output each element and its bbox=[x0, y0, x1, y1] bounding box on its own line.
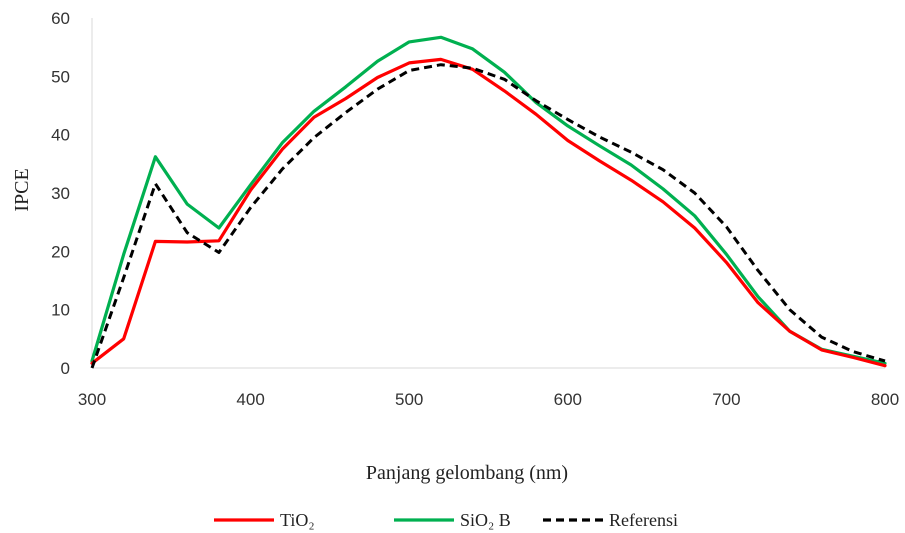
legend-label-2: Referensi bbox=[609, 510, 678, 530]
series-line-0 bbox=[90, 57, 887, 368]
y-tick-label: 10 bbox=[51, 301, 70, 320]
y-axis-ticks: 0 10 20 30 40 50 60 bbox=[51, 9, 70, 378]
x-tick-label: 700 bbox=[712, 390, 740, 409]
y-axis-title: IPCE bbox=[11, 168, 33, 211]
legend-label-1: SiO₂ B bbox=[460, 510, 511, 530]
y-tick-label: 0 bbox=[61, 359, 70, 378]
x-tick-label: 400 bbox=[236, 390, 264, 409]
series-line-1 bbox=[90, 35, 887, 365]
series-line-2 bbox=[90, 63, 886, 369]
legend-label-0: TiO₂ bbox=[280, 510, 315, 530]
y-tick-label: 30 bbox=[51, 184, 70, 203]
y-tick-label: 60 bbox=[51, 9, 70, 28]
x-tick-label: 600 bbox=[554, 390, 582, 409]
x-tick-label: 500 bbox=[395, 390, 423, 409]
y-tick-label: 40 bbox=[51, 126, 70, 145]
y-tick-label: 20 bbox=[51, 242, 70, 261]
x-axis-title: Panjang gelombang (nm) bbox=[366, 462, 568, 484]
x-axis-ticks: 300 400 500 600 700 800 bbox=[78, 390, 899, 409]
legend: TiO₂ SiO₂ B Referensi bbox=[214, 510, 678, 530]
x-tick-label: 800 bbox=[871, 390, 899, 409]
series-layer bbox=[90, 35, 887, 369]
x-tick-label: 300 bbox=[78, 390, 106, 409]
y-tick-label: 50 bbox=[51, 67, 70, 86]
